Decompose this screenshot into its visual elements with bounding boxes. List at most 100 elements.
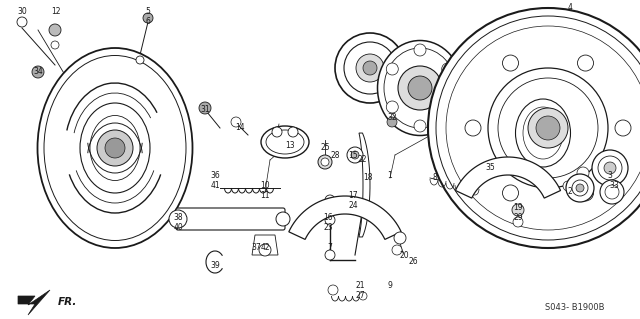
Text: 1: 1 bbox=[388, 170, 392, 180]
Text: 36: 36 bbox=[210, 170, 220, 180]
Circle shape bbox=[536, 116, 560, 140]
Text: 32: 32 bbox=[387, 114, 397, 122]
Text: 33: 33 bbox=[609, 181, 619, 189]
Circle shape bbox=[528, 108, 568, 148]
Text: 40: 40 bbox=[173, 224, 183, 233]
Text: 2: 2 bbox=[568, 188, 572, 197]
Text: 24: 24 bbox=[348, 201, 358, 210]
Text: 16: 16 bbox=[323, 213, 333, 222]
Ellipse shape bbox=[44, 56, 186, 241]
Text: 5: 5 bbox=[145, 8, 150, 17]
Circle shape bbox=[335, 33, 405, 103]
Text: 11: 11 bbox=[260, 190, 269, 199]
Circle shape bbox=[428, 8, 640, 248]
Circle shape bbox=[169, 210, 187, 228]
Text: 34: 34 bbox=[33, 68, 43, 77]
Circle shape bbox=[49, 24, 61, 36]
Circle shape bbox=[572, 180, 588, 196]
Ellipse shape bbox=[38, 48, 193, 248]
Circle shape bbox=[502, 185, 518, 201]
Text: 8: 8 bbox=[433, 174, 437, 182]
Text: 42: 42 bbox=[260, 243, 270, 253]
Circle shape bbox=[604, 162, 616, 174]
Circle shape bbox=[576, 184, 584, 192]
Circle shape bbox=[465, 120, 481, 136]
Circle shape bbox=[276, 212, 290, 226]
Polygon shape bbox=[456, 157, 561, 198]
Circle shape bbox=[442, 63, 454, 75]
Circle shape bbox=[272, 127, 282, 137]
Ellipse shape bbox=[523, 107, 563, 159]
Text: 39: 39 bbox=[210, 261, 220, 270]
Text: FR.: FR. bbox=[58, 297, 77, 307]
Circle shape bbox=[408, 76, 432, 100]
Text: 22: 22 bbox=[357, 155, 367, 165]
Circle shape bbox=[512, 204, 524, 216]
Circle shape bbox=[566, 174, 594, 202]
Text: 29: 29 bbox=[513, 213, 523, 222]
Circle shape bbox=[577, 55, 593, 71]
Circle shape bbox=[356, 54, 384, 82]
Text: 25: 25 bbox=[320, 144, 330, 152]
Text: 4: 4 bbox=[568, 4, 572, 12]
Polygon shape bbox=[289, 196, 401, 239]
Text: 23: 23 bbox=[323, 224, 333, 233]
Circle shape bbox=[442, 101, 454, 113]
Circle shape bbox=[363, 61, 377, 75]
Ellipse shape bbox=[261, 126, 309, 158]
Circle shape bbox=[344, 42, 396, 94]
Ellipse shape bbox=[378, 41, 463, 136]
Text: 7: 7 bbox=[328, 243, 332, 253]
Circle shape bbox=[387, 117, 397, 127]
Text: 3: 3 bbox=[607, 170, 612, 180]
Text: 10: 10 bbox=[260, 181, 270, 189]
Circle shape bbox=[136, 56, 144, 64]
Circle shape bbox=[436, 16, 640, 240]
Polygon shape bbox=[252, 235, 278, 255]
Text: 35: 35 bbox=[485, 164, 495, 173]
Circle shape bbox=[51, 41, 59, 49]
Circle shape bbox=[143, 13, 153, 23]
Circle shape bbox=[328, 285, 338, 295]
Text: 28: 28 bbox=[330, 151, 340, 160]
Circle shape bbox=[325, 250, 335, 260]
Circle shape bbox=[17, 17, 27, 27]
Text: 19: 19 bbox=[513, 204, 523, 212]
Text: 31: 31 bbox=[200, 106, 210, 115]
Circle shape bbox=[231, 117, 241, 127]
Ellipse shape bbox=[384, 48, 456, 128]
Ellipse shape bbox=[266, 130, 304, 154]
Circle shape bbox=[325, 195, 335, 205]
Text: 41: 41 bbox=[210, 181, 220, 189]
Circle shape bbox=[325, 215, 335, 225]
Text: 17: 17 bbox=[348, 190, 358, 199]
Text: 37: 37 bbox=[251, 243, 261, 253]
FancyBboxPatch shape bbox=[84, 103, 146, 193]
Circle shape bbox=[347, 147, 363, 163]
Ellipse shape bbox=[90, 115, 140, 181]
Circle shape bbox=[488, 68, 608, 188]
Circle shape bbox=[577, 185, 593, 201]
Circle shape bbox=[288, 127, 298, 137]
Text: 21: 21 bbox=[355, 280, 365, 290]
Circle shape bbox=[259, 244, 271, 256]
Text: 14: 14 bbox=[235, 123, 245, 132]
Circle shape bbox=[321, 158, 329, 166]
Text: S043- B1900B: S043- B1900B bbox=[545, 303, 605, 313]
Text: 9: 9 bbox=[388, 280, 392, 290]
Circle shape bbox=[592, 150, 628, 186]
Circle shape bbox=[577, 167, 589, 179]
Circle shape bbox=[563, 181, 573, 191]
Circle shape bbox=[392, 245, 402, 255]
Text: 30: 30 bbox=[17, 8, 27, 17]
Ellipse shape bbox=[80, 103, 150, 193]
Circle shape bbox=[318, 155, 332, 169]
Circle shape bbox=[199, 102, 211, 114]
Circle shape bbox=[398, 66, 442, 110]
Circle shape bbox=[359, 292, 367, 300]
Circle shape bbox=[498, 78, 598, 178]
Circle shape bbox=[446, 26, 640, 230]
Text: 13: 13 bbox=[285, 140, 295, 150]
Circle shape bbox=[32, 66, 44, 78]
Circle shape bbox=[605, 185, 619, 199]
